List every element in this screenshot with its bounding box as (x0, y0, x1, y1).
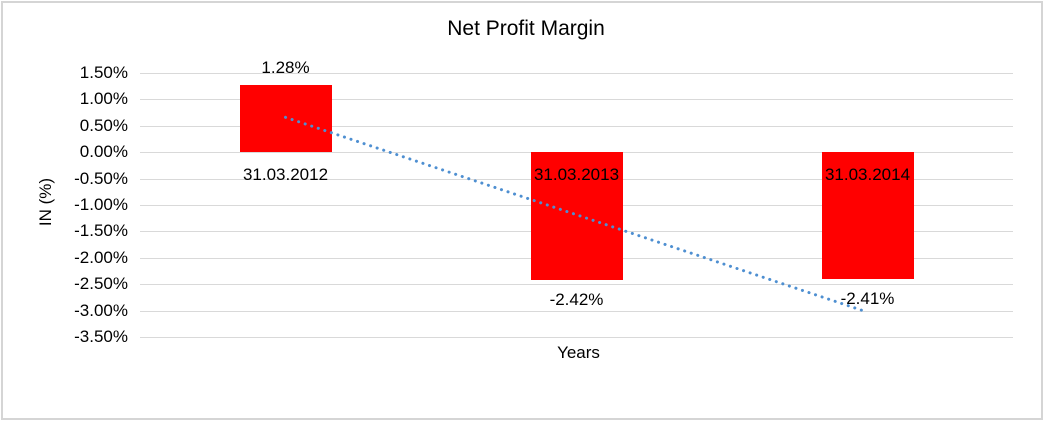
y-tick-label: -2.50% (74, 274, 128, 294)
gridline (140, 99, 1013, 101)
y-axis-title: IN (%) (36, 177, 55, 227)
gridline (140, 310, 1013, 312)
category-label: 31.03.2012 (242, 165, 329, 185)
y-tick-label: 1.00% (79, 89, 128, 109)
y-tick-label: -2.00% (74, 247, 128, 267)
data-label: -2.41% (840, 289, 895, 309)
data-label: 1.28% (261, 57, 310, 77)
data-label: -2.42% (549, 290, 604, 309)
y-tick-label: -0.50% (74, 168, 128, 188)
y-tick-label: -3.50% (74, 327, 128, 346)
x-axis-title: Years (557, 343, 600, 362)
y-tick-label: 1.50% (79, 63, 128, 82)
y-tick-label: -1.00% (74, 195, 128, 214)
chart-title: Net Profit Margin (447, 17, 605, 40)
gridline (140, 73, 1013, 74)
y-tick-label: -1.50% (74, 221, 128, 241)
y-tick-label: -3.00% (74, 300, 128, 320)
category-label: 31.03.2014 (824, 165, 911, 185)
category-label: 31.03.2013 (533, 165, 620, 185)
gridline (140, 337, 1013, 338)
chart-border (1, 1, 1043, 420)
bar-31-03-2012 (239, 84, 332, 153)
gridline (140, 284, 1013, 286)
y-tick-label: 0.50% (79, 115, 128, 135)
y-tick-label: 0.00% (79, 142, 128, 162)
